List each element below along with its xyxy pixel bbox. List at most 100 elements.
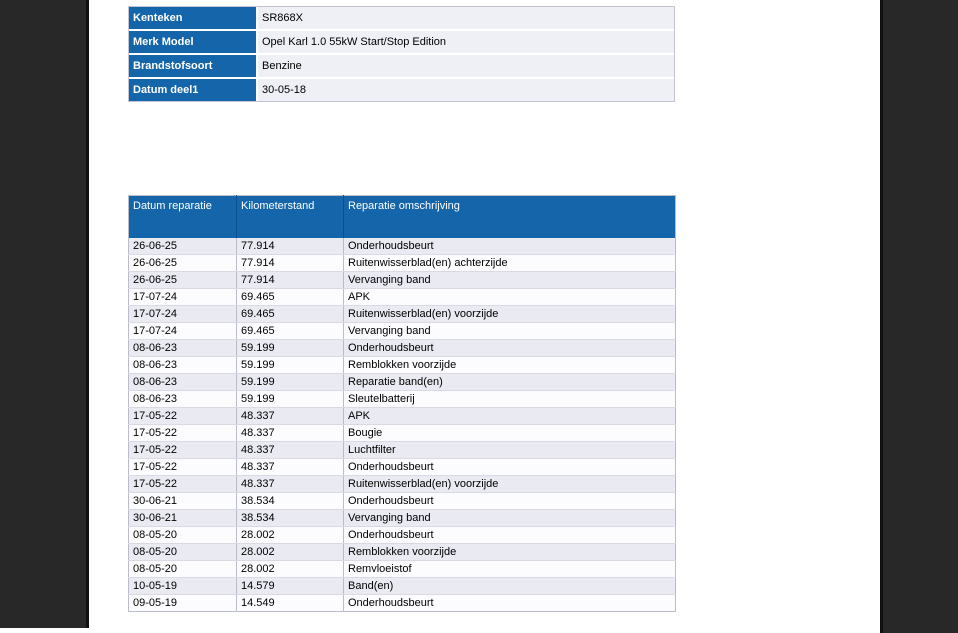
cell-datum-reparatie: 09-05-19 [133,596,178,609]
table-row: 09-05-19 14.549 Onderhoudsbeurt [128,594,676,611]
table-row: 17-05-22 48.337 APK [128,407,676,425]
cell-kilometerstand: 59.199 [236,356,344,374]
cell-reparatie-omschrijving: Ruitenwisserblad(en) voorzijde [343,475,676,493]
cell-datum-reparatie: 17-05-22 [128,407,237,425]
table-row: 17-05-22 48.337 Onderhoudsbeurt [128,458,676,476]
table-row: 08-06-23 59.199 Sleutelbatterij [128,390,676,408]
cell-kilometerstand: 48.337 [236,475,344,493]
cell-datum-reparatie: 17-05-22 [128,475,237,493]
cell-datum-reparatie: 26-06-25 [128,271,237,289]
cell-reparatie-omschrijving: Reparatie band(en) [343,373,676,391]
cell-kilometerstand: 77.914 [236,237,344,255]
table-row: 30-06-21 38.534 Vervanging band [128,509,676,527]
table-row: 26-06-25 77.914 Vervanging band [128,271,676,289]
cell-reparatie-omschrijving: Bougie [343,424,676,442]
cell-reparatie-omschrijving: Onderhoudsbeurt [343,237,676,255]
cell-kilometerstand: 48.337 [236,424,344,442]
cell-reparatie-omschrijving: Onderhoudsbeurt [343,526,676,544]
cell-reparatie-omschrijving: Sleutelbatterij [343,390,676,408]
cell-reparatie-omschrijving: Onderhoudsbeurt [343,492,676,510]
cell-kilometerstand: 28.002 [236,526,344,544]
col-header-kilometerstand: Kilometerstand [236,195,344,238]
repair-history-table: Datum reparatie Kilometerstand Reparatie… [128,195,676,612]
cell-reparatie-omschrijving: Remblokken voorzijde [343,543,676,561]
cell-kilometerstand: 14.579 [236,577,344,595]
cell-datum-reparatie: 17-05-22 [128,458,237,476]
cell-datum-reparatie: 08-05-20 [128,526,237,544]
cell-datum-reparatie: 10-05-19 [128,577,237,595]
cell-kilometerstand: 48.337 [236,458,344,476]
info-row: Merk Model Opel Karl 1.0 55kW Start/Stop … [129,31,674,55]
cell-datum-reparatie: 30-06-21 [128,509,237,527]
table-row: 26-06-25 77.914 Ruitenwisserblad(en) achte… [128,254,676,272]
cell-kilometerstand: 28.002 [236,560,344,578]
cell-kilometerstand: 14.549 [236,594,344,611]
cell-datum-reparatie: 08-06-23 [128,373,237,391]
info-value: Opel Karl 1.0 55kW Start/Stop Edition [258,31,674,53]
cell-kilometerstand: 59.199 [236,373,344,391]
cell-datum-reparatie: 08-06-23 [128,339,237,357]
repair-history-body: 26-06-25 77.914 Onderhoudsbeurt 26-06-25 77.… [128,237,676,611]
cell-datum-reparatie: 08-06-23 [128,390,237,408]
cell-datum-reparatie: 08-05-20 [128,543,237,561]
cell-datum-reparatie: 17-07-24 [128,322,237,340]
col-header-reparatie-omschrijving: Reparatie omschrijving [343,195,676,238]
cell-datum-reparatie: 30-06-21 [128,492,237,510]
cell-reparatie-omschrijving: Vervanging band [343,509,676,527]
cell-kilometerstand: 59.199 [236,390,344,408]
cell-kilometerstand: 48.337 [236,407,344,425]
cell-datum-reparatie: 08-05-20 [128,560,237,578]
table-row: 08-06-23 59.199 Reparatie band(en) [128,373,676,391]
cell-reparatie-omschrijving: Remvloeistof [343,560,676,578]
table-row: 17-07-24 69.465 APK [128,288,676,306]
cell-kilometerstand: 77.914 [236,271,344,289]
cell-reparatie-omschrijving: APK [343,288,676,306]
table-row: 08-06-23 59.199 Onderhoudsbeurt [128,339,676,357]
cell-datum-reparatie: 08-06-23 [128,356,237,374]
cell-reparatie-omschrijving: Ruitenwisserblad(en) voorzijde [343,305,676,323]
info-row: Brandstofsoort Benzine [129,55,674,79]
table-row: 08-05-20 28.002 Remvloeistof [128,560,676,578]
header-row: Datum reparatie Kilometerstand Reparatie… [128,195,676,238]
cell-reparatie-omschrijving: Band(en) [343,577,676,595]
left-dark-band [0,0,89,628]
table-row: 08-05-20 28.002 Remblokken voorzijde [128,543,676,561]
cell-kilometerstand: 69.465 [236,322,344,340]
cell-datum-reparatie: 26-06-25 [128,254,237,272]
table-row: 26-06-25 77.914 Onderhoudsbeurt [128,237,676,255]
cell-kilometerstand: 28.002 [236,543,344,561]
info-row: Kenteken SR868X [129,7,674,31]
cell-kilometerstand: 69.465 [236,305,344,323]
info-row: Datum deel1 30-05-18 [129,79,674,101]
cell-reparatie-omschrijving: Vervanging band [343,322,676,340]
table-row: 17-05-22 48.337 Ruitenwisserblad(en) voorz… [128,475,676,493]
cell-datum-reparatie: 17-05-22 [128,424,237,442]
cell-kilometerstand: 77.914 [236,254,344,272]
info-value: Benzine [258,55,674,77]
cell-reparatie-omschrijving: APK [343,407,676,425]
table-row: 08-05-20 28.002 Onderhoudsbeurt [128,526,676,544]
cell-kilometerstand: 48.337 [236,441,344,459]
cell-kilometerstand: 38.534 [236,509,344,527]
info-label: Brandstofsoort [129,55,258,77]
cell-kilometerstand: 59.199 [236,339,344,357]
cell-reparatie-omschrijving: Luchtfilter [343,441,676,459]
col-header-datum-reparatie: Datum reparatie [128,195,237,238]
cell-kilometerstand: 38.534 [236,492,344,510]
cell-datum-reparatie: 17-05-22 [128,441,237,459]
cell-reparatie-omschrijving: Vervanging band [343,271,676,289]
table-row: 17-05-22 48.337 Luchtfilter [128,441,676,459]
cell-reparatie-omschrijving: Ruitenwisserblad(en) achterzijde [343,254,676,272]
table-row: 17-07-24 69.465 Vervanging band [128,322,676,340]
vehicle-info-table: Kenteken SR868X Merk Model Opel Karl 1.0 55… [128,6,675,102]
cell-reparatie-omschrijving: Onderhoudsbeurt [343,594,676,611]
info-label: Merk Model [129,31,258,53]
table-row: 17-05-22 48.337 Bougie [128,424,676,442]
info-value: SR868X [258,7,674,29]
table-row: 17-07-24 69.465 Ruitenwisserblad(en) voorz… [128,305,676,323]
cell-kilometerstand: 69.465 [236,288,344,306]
table-row: 08-06-23 59.199 Remblokken voorzijde [128,356,676,374]
table-row: 10-05-19 14.579 Band(en) [128,577,676,595]
right-dark-band [880,0,958,633]
